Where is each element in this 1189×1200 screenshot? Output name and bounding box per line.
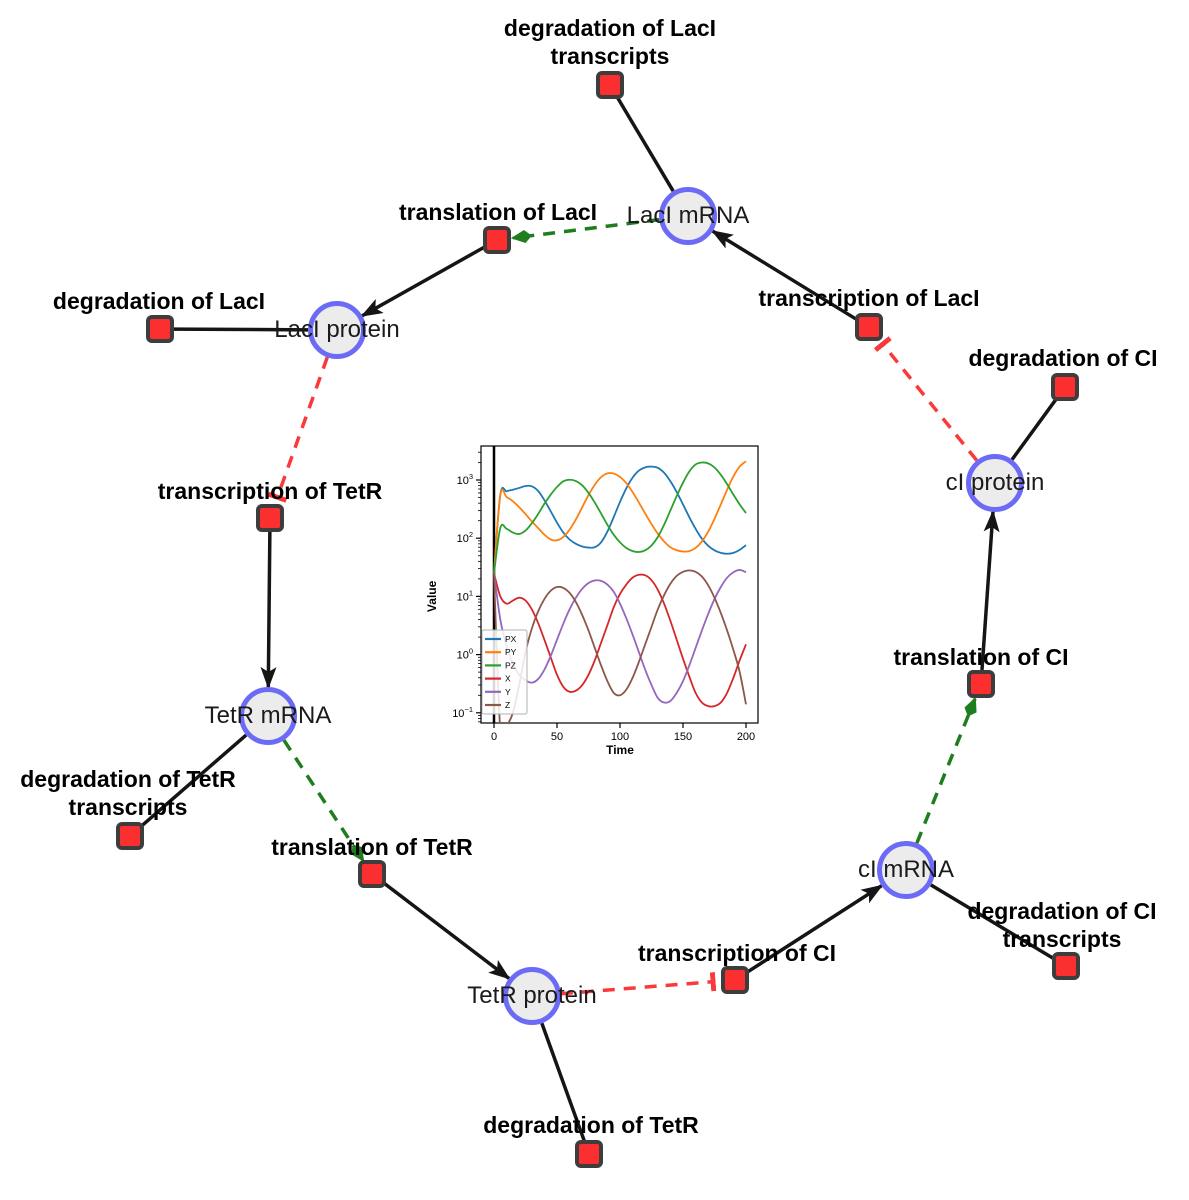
edge-arrow-translation-ci-ci-protein — [980, 509, 1000, 671]
chart-y-tick-label: 103 — [457, 472, 473, 487]
species-node-laci-mrna[interactable] — [659, 187, 717, 245]
chart-x-tick-label: 100 — [611, 731, 629, 743]
reaction-node-transcription-tetr[interactable] — [256, 504, 284, 532]
reaction-node-deg-ci-tx[interactable] — [1052, 952, 1080, 980]
chart-legend — [481, 629, 528, 715]
edge-inhibition-tetr-protein-transcription-ci — [560, 972, 717, 996]
reaction-node-deg-tetr-tx[interactable] — [116, 822, 144, 850]
edge-line-laci-protein-deg-laci — [173, 327, 309, 332]
chart-series-PZ — [493, 461, 747, 574]
reaction-node-deg-laci-tx[interactable] — [596, 71, 624, 99]
species-node-ci-mrna[interactable] — [877, 841, 935, 899]
chart-x-tick-label: 0 — [491, 731, 497, 743]
reaction-node-deg-ci[interactable] — [1051, 373, 1079, 401]
chart-y-tick-label: 101 — [457, 588, 473, 603]
edge-arrow-transcription-laci-laci-mrna — [711, 229, 858, 322]
chart-legend-label-X: X — [505, 674, 511, 684]
reaction-node-deg-tetr[interactable] — [575, 1140, 603, 1168]
species-node-tetr-mrna[interactable] — [239, 687, 297, 745]
species-node-laci-protein[interactable] — [308, 301, 366, 359]
edge-inhibition-ci-protein-transcription-laci — [873, 336, 979, 462]
edge-line-ci-protein-deg-ci — [1010, 397, 1059, 461]
chart-svg: 10−1 100 101 102 103 0 50 100 150 200 Time Value PX P… — [425, 445, 759, 757]
species-node-ci-protein[interactable] — [966, 454, 1024, 512]
chart-y-tick-label: 10−1 — [452, 705, 473, 720]
chart-x-tick-label: 50 — [551, 731, 563, 743]
chart-series-X — [493, 573, 747, 708]
edge-arrow-translation-tetr-tetr-protein — [382, 881, 511, 980]
chart-series-Z — [493, 569, 747, 723]
chart-legend-label-Z: Z — [505, 700, 510, 710]
chart-xlabel: Time — [606, 743, 634, 757]
edge-arrow-transcription-tetr-tetr-mrna — [260, 531, 277, 690]
edge-modifier-laci-mrna-translation-laci — [510, 217, 660, 243]
chart-legend-label-PX: PX — [505, 634, 517, 644]
chart-x-tick-label: 200 — [737, 731, 755, 743]
chart-legend-label-PY: PY — [505, 647, 517, 657]
reaction-node-translation-ci[interactable] — [967, 670, 995, 698]
edge-arrow-transcription-ci-ci-mrna — [745, 884, 884, 974]
edge-line-tetr-protein-deg-tetr — [540, 1022, 586, 1142]
reaction-node-translation-laci[interactable] — [483, 226, 511, 254]
species-node-tetr-protein[interactable] — [503, 967, 561, 1025]
chart-series-PX — [493, 465, 747, 574]
edge-modifier-tetr-mrna-translation-tetr — [282, 739, 365, 863]
edge-line-laci-mrna-deg-laci-tx — [615, 96, 675, 192]
edge-arrow-translation-laci-laci-protein — [360, 245, 486, 318]
chart-series-PY — [493, 460, 747, 574]
chart-ylabel: Value — [425, 580, 439, 612]
edge-modifier-ci-mrna-translation-ci — [915, 696, 977, 844]
reaction-node-translation-tetr[interactable] — [358, 860, 386, 888]
edge-line-tetr-mrna-deg-tetr-tx — [139, 733, 248, 829]
chart-legend-label-Y: Y — [505, 687, 511, 697]
chart-y-tick-label: 100 — [457, 647, 473, 662]
chart-series-Y — [493, 569, 747, 704]
edge-inhibition-laci-protein-transcription-tetr — [267, 356, 329, 503]
reaction-node-transcription-ci[interactable] — [721, 966, 749, 994]
chart-y-tick-label: 102 — [457, 530, 473, 545]
chart-legend-label-PZ: PZ — [505, 660, 516, 670]
reaction-node-deg-laci[interactable] — [146, 315, 174, 343]
inset-timecourse-chart: 10−1 100 101 102 103 0 50 100 150 200 Time Value PX P… — [424, 436, 774, 768]
edge-line-ci-mrna-deg-ci-tx — [929, 883, 1055, 961]
chart-x-tick-label: 150 — [674, 731, 692, 743]
